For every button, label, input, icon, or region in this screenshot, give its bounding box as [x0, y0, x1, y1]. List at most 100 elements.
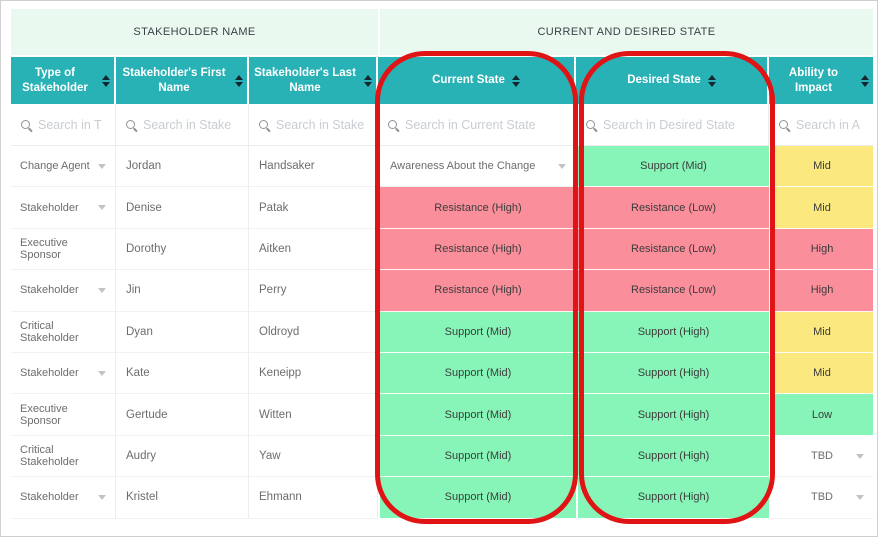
type-of-stakeholder-cell[interactable]: Stakeholder [11, 270, 116, 312]
table-row: Stakeholder Kristel Ehmann Support (Mid)… [11, 477, 873, 519]
first-name-cell: Dyan [116, 311, 249, 353]
column-header-desired-state[interactable]: Desired State [576, 57, 769, 104]
search-input-first-name[interactable] [143, 117, 248, 132]
type-of-stakeholder-cell[interactable]: Executive Sponsor [11, 228, 116, 271]
table-row: Executive Sponsor Gertude Witten Support… [11, 394, 873, 436]
current-state-cell: Support (Mid) [378, 311, 576, 353]
ability-to-impact-cell: Low [769, 394, 873, 436]
last-name-cell: Handsaker [249, 146, 378, 188]
desired-state-cell: Support (Mid) [576, 146, 769, 188]
search-cell-first-name [116, 104, 249, 145]
type-of-stakeholder-cell[interactable]: Change Agent [11, 146, 116, 188]
current-state-cell: Support (Mid) [378, 435, 576, 478]
sort-icon[interactable] [861, 74, 869, 87]
table-row: Change Agent Jordan Handsaker Awareness … [11, 146, 873, 188]
column-header-label: Stakeholder's First Name [122, 66, 226, 94]
column-header-type-of-stakeholder[interactable]: Type of Stakeholder [11, 57, 116, 104]
current-state-cell: Support (Mid) [378, 477, 576, 519]
first-name-cell: Audry [116, 435, 249, 478]
column-header-current-state[interactable]: Current State [378, 57, 576, 104]
column-header-label: Ability to Impact [788, 66, 839, 94]
search-cell-ability [769, 104, 873, 145]
search-input-current-state[interactable] [405, 117, 575, 132]
desired-state-cell: Support (High) [576, 394, 769, 436]
desired-state-cell: Resistance (Low) [576, 270, 769, 312]
search-icon [259, 120, 268, 129]
desired-state-cell: Support (High) [576, 311, 769, 353]
dropdown-caret-icon [558, 163, 566, 169]
table-row: Stakeholder Kate Keneipp Support (Mid) S… [11, 352, 873, 395]
first-name-cell: Gertude [116, 394, 249, 436]
current-state-cell: Resistance (High) [378, 187, 576, 229]
type-of-stakeholder-cell[interactable]: Stakeholder [11, 477, 116, 519]
search-icon [21, 120, 30, 129]
last-name-cell: Witten [249, 394, 378, 436]
search-input-desired-state[interactable] [603, 117, 768, 132]
ability-to-impact-cell[interactable]: TBD [769, 477, 873, 519]
current-state-cell[interactable]: Awareness About the Change [378, 146, 576, 188]
column-header-row: Type of Stakeholder Stakeholder's First … [11, 57, 873, 104]
group-header-stakeholder-name: STAKEHOLDER NAME [11, 9, 378, 55]
table-row: Critical Stakeholder Audry Yaw Support (… [11, 435, 873, 478]
search-cell-desired-state [576, 104, 769, 145]
table-row: Stakeholder Denise Patak Resistance (Hig… [11, 187, 873, 229]
ability-to-impact-cell[interactable]: TBD [769, 435, 873, 478]
dropdown-caret-icon [856, 495, 864, 501]
dropdown-caret-icon [98, 494, 106, 500]
desired-state-cell: Support (High) [576, 477, 769, 519]
search-input-ability[interactable] [796, 117, 873, 132]
sort-icon[interactable] [707, 74, 716, 87]
dropdown-caret-icon [98, 205, 106, 211]
group-header-current-desired-state: CURRENT AND DESIRED STATE [378, 9, 873, 55]
last-name-cell: Keneipp [249, 352, 378, 395]
first-name-cell: Kristel [116, 477, 249, 519]
search-icon [388, 120, 397, 129]
current-state-cell: Support (Mid) [378, 352, 576, 395]
desired-state-cell: Support (High) [576, 352, 769, 395]
search-input-last-name[interactable] [276, 117, 377, 132]
column-header-first-name[interactable]: Stakeholder's First Name [116, 57, 249, 104]
table-row: Stakeholder Jin Perry Resistance (High) … [11, 270, 873, 312]
ability-to-impact-cell: Mid [769, 352, 873, 395]
search-icon [586, 120, 595, 129]
dropdown-caret-icon [98, 163, 106, 169]
last-name-cell: Perry [249, 270, 378, 312]
last-name-cell: Oldroyd [249, 311, 378, 353]
search-cell-type [11, 104, 116, 145]
last-name-cell: Ehmann [249, 477, 378, 519]
column-header-label: Desired State [627, 74, 701, 87]
type-of-stakeholder-cell[interactable]: Executive Sponsor [11, 394, 116, 436]
dropdown-caret-icon [98, 370, 106, 376]
current-state-cell: Resistance (High) [378, 228, 576, 271]
sort-icon[interactable] [235, 74, 243, 87]
type-of-stakeholder-cell[interactable]: Critical Stakeholder [11, 435, 116, 478]
desired-state-cell: Resistance (Low) [576, 228, 769, 271]
search-cell-last-name [249, 104, 378, 145]
type-of-stakeholder-cell[interactable]: Critical Stakeholder [11, 311, 116, 353]
first-name-cell: Denise [116, 187, 249, 229]
sort-icon[interactable] [511, 74, 520, 87]
first-name-cell: Jin [116, 270, 249, 312]
table-row: Executive Sponsor Dorothy Aitken Resista… [11, 228, 873, 271]
column-header-last-name[interactable]: Stakeholder's Last Name [249, 57, 378, 104]
ability-to-impact-cell: Mid [769, 311, 873, 353]
column-header-label: Stakeholder's Last Name [254, 66, 356, 94]
dropdown-caret-icon [856, 453, 864, 459]
desired-state-cell: Support (High) [576, 435, 769, 478]
search-input-type[interactable] [38, 117, 115, 132]
first-name-cell: Dorothy [116, 228, 249, 271]
type-of-stakeholder-cell[interactable]: Stakeholder [11, 352, 116, 395]
last-name-cell: Patak [249, 187, 378, 229]
first-name-cell: Jordan [116, 146, 249, 188]
ability-to-impact-cell: High [769, 228, 873, 271]
sort-icon[interactable] [364, 74, 372, 87]
column-header-ability-to-impact[interactable]: Ability to Impact [769, 57, 873, 104]
desired-state-cell: Resistance (Low) [576, 187, 769, 229]
search-icon [779, 120, 788, 129]
sort-icon[interactable] [102, 74, 110, 87]
last-name-cell: Aitken [249, 228, 378, 271]
stakeholder-table: STAKEHOLDER NAME CURRENT AND DESIRED STA… [11, 9, 873, 519]
type-of-stakeholder-cell[interactable]: Stakeholder [11, 187, 116, 229]
group-header-row: STAKEHOLDER NAME CURRENT AND DESIRED STA… [11, 9, 873, 55]
